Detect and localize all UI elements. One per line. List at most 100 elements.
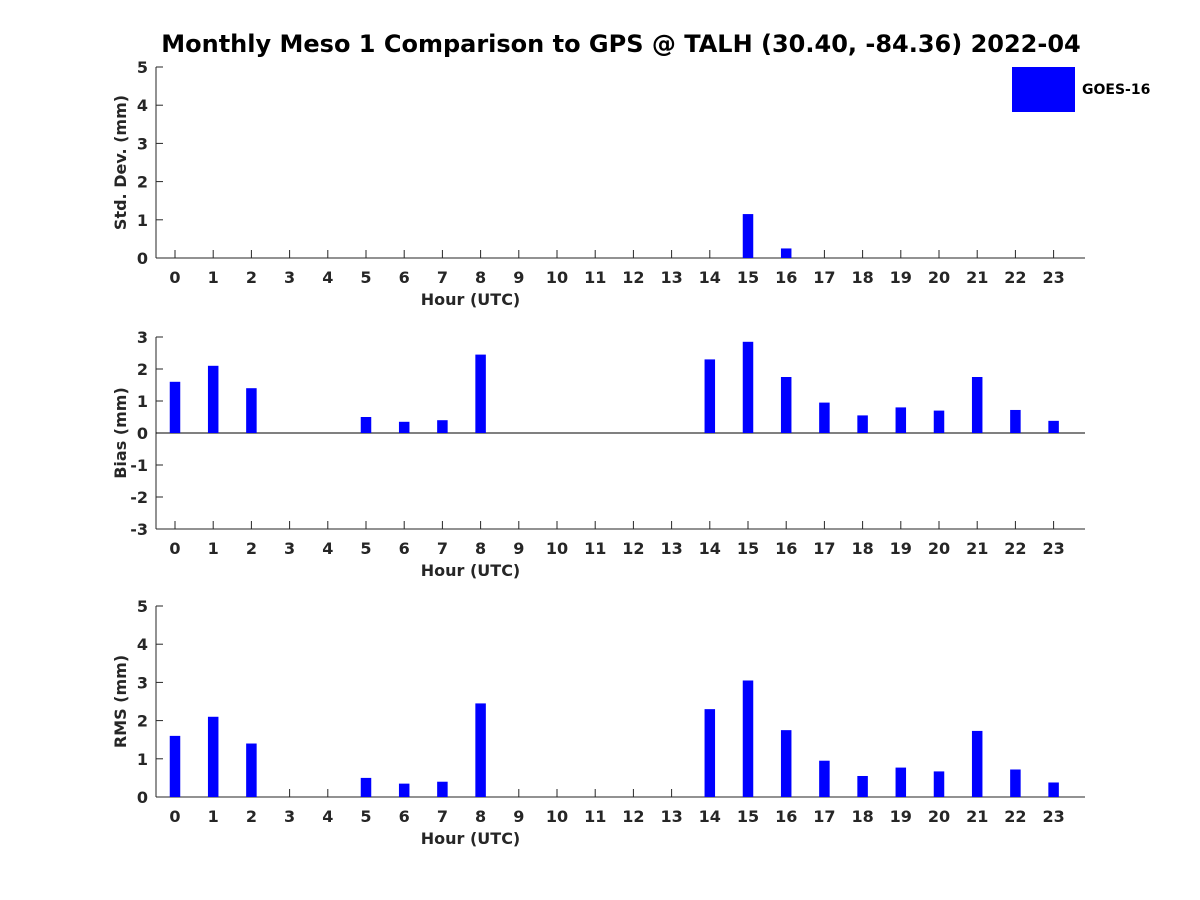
x-tick-label: 1: [208, 268, 219, 287]
y-tick-label: 0: [137, 788, 148, 807]
y-tick-label: 3: [137, 673, 148, 692]
x-tick-label: 7: [437, 539, 448, 558]
y-axis-label: Bias (mm): [111, 387, 130, 479]
bar-hour-2: [246, 388, 257, 433]
x-tick-label: 23: [1042, 268, 1064, 287]
legend: GOES-16: [1012, 67, 1150, 112]
x-tick-label: 4: [322, 268, 333, 287]
x-tick-label: 8: [475, 539, 486, 558]
x-tick-label: 12: [622, 268, 644, 287]
bar-hour-14: [704, 709, 716, 797]
bar-hour-2: [246, 743, 257, 797]
bar-hour-8: [475, 703, 486, 797]
x-tick-label: 0: [169, 807, 180, 826]
bar-hour-19: [895, 407, 907, 433]
x-tick-label: 18: [851, 807, 873, 826]
x-tick-label: 13: [660, 807, 682, 826]
x-tick-label: 12: [622, 539, 644, 558]
x-tick-label: 18: [851, 539, 873, 558]
x-tick-label: 14: [699, 807, 721, 826]
x-tick-label: 20: [928, 268, 950, 287]
x-tick-label: 11: [584, 539, 606, 558]
bar-hour-5: [360, 417, 372, 433]
x-axis-label: Hour (UTC): [421, 561, 521, 580]
y-axis-label: RMS (mm): [111, 655, 130, 748]
x-tick-label: 16: [775, 807, 797, 826]
bar-hour-16: [780, 248, 792, 258]
x-tick-label: 5: [360, 539, 371, 558]
x-tick-label: 9: [513, 807, 524, 826]
x-tick-label: 19: [890, 268, 912, 287]
y-tick-label: 0: [137, 424, 148, 443]
x-tick-label: 21: [966, 807, 988, 826]
x-tick-label: 3: [284, 268, 295, 287]
x-tick-label: 17: [813, 539, 835, 558]
x-axis-label: Hour (UTC): [421, 290, 521, 309]
x-tick-label: 3: [284, 807, 295, 826]
x-tick-label: 16: [775, 268, 797, 287]
bar-hour-21: [971, 377, 983, 433]
x-tick-label: 2: [246, 807, 257, 826]
x-tick-label: 8: [475, 268, 486, 287]
x-tick-label: 15: [737, 539, 759, 558]
y-tick-label: 4: [137, 96, 148, 115]
x-tick-label: 1: [208, 807, 219, 826]
bar-hour-15: [742, 680, 754, 797]
x-tick-label: 23: [1042, 539, 1064, 558]
bar-hour-16: [780, 377, 792, 433]
x-tick-label: 9: [513, 268, 524, 287]
x-tick-label: 5: [360, 268, 371, 287]
bar-hour-5: [360, 777, 372, 797]
bar-hour-7: [437, 781, 448, 797]
x-tick-label: 11: [584, 268, 606, 287]
bar-hour-19: [895, 767, 907, 797]
x-tick-label: 7: [437, 268, 448, 287]
x-tick-label: 11: [584, 807, 606, 826]
x-tick-label: 14: [699, 539, 721, 558]
y-tick-label: 4: [137, 635, 148, 654]
x-tick-label: 22: [1004, 539, 1026, 558]
bar-hour-7: [437, 420, 448, 433]
y-tick-label: 3: [137, 328, 148, 347]
x-tick-label: 14: [699, 268, 721, 287]
y-tick-label: 2: [137, 360, 148, 379]
bar-hour-17: [819, 402, 830, 433]
bar-hour-6: [398, 421, 410, 433]
bar-hour-15: [742, 214, 754, 258]
x-tick-label: 10: [546, 539, 568, 558]
y-tick-label: 2: [137, 173, 148, 192]
bar-hour-22: [1010, 769, 1021, 797]
x-tick-label: 6: [399, 807, 410, 826]
y-tick-label: 3: [137, 134, 148, 153]
x-tick-label: 7: [437, 807, 448, 826]
x-axis-label: Hour (UTC): [421, 829, 521, 848]
x-tick-label: 5: [360, 807, 371, 826]
bar-hour-18: [857, 775, 868, 797]
x-tick-label: 17: [813, 268, 835, 287]
x-tick-label: 2: [246, 268, 257, 287]
bar-hour-1: [207, 365, 219, 433]
bar-hour-23: [1048, 782, 1059, 797]
x-tick-label: 9: [513, 539, 524, 558]
bar-hour-1: [207, 716, 219, 797]
bar-hour-8: [475, 354, 486, 433]
x-tick-label: 6: [399, 539, 410, 558]
bar-hour-15: [742, 341, 754, 433]
bar-hour-0: [169, 735, 181, 797]
x-tick-label: 1: [208, 539, 219, 558]
x-tick-label: 19: [890, 539, 912, 558]
bar-hour-6: [398, 783, 410, 797]
x-tick-label: 0: [169, 268, 180, 287]
y-tick-label: 1: [137, 750, 148, 769]
x-tick-label: 22: [1004, 268, 1026, 287]
x-tick-label: 12: [622, 807, 644, 826]
x-tick-label: 17: [813, 807, 835, 826]
x-tick-label: 15: [737, 807, 759, 826]
y-tick-label: 2: [137, 712, 148, 731]
x-tick-label: 2: [246, 539, 257, 558]
x-tick-label: 8: [475, 807, 486, 826]
x-tick-label: 20: [928, 539, 950, 558]
x-tick-label: 0: [169, 539, 180, 558]
